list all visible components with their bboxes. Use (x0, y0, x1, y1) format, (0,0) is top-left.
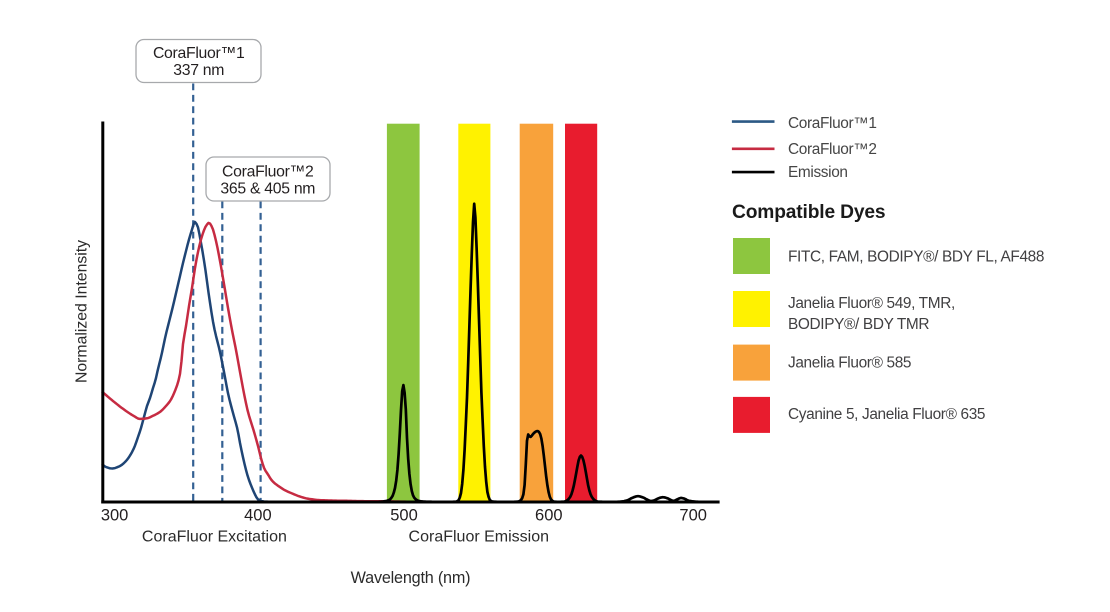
svg-text:Janelia Fluor® 585: Janelia Fluor® 585 (788, 355, 911, 372)
svg-text:CoraFluor Emission: CoraFluor Emission (409, 529, 549, 546)
svg-text:337 nm: 337 nm (173, 62, 224, 79)
svg-text:CoraFluor™1: CoraFluor™1 (153, 45, 245, 62)
svg-text:700: 700 (679, 507, 707, 525)
svg-text:CoraFluor Excitation: CoraFluor Excitation (142, 529, 287, 546)
svg-text:365 & 405 nm: 365 & 405 nm (220, 181, 315, 198)
svg-text:300: 300 (101, 507, 129, 525)
svg-text:400: 400 (244, 507, 272, 525)
svg-text:600: 600 (535, 507, 563, 525)
svg-text:CoraFluor™2: CoraFluor™2 (788, 141, 877, 158)
svg-text:Emission: Emission (788, 164, 848, 181)
svg-text:CoraFluor™2: CoraFluor™2 (222, 163, 314, 180)
svg-text:Janelia Fluor® 549, TMR,: Janelia Fluor® 549, TMR, (788, 295, 955, 312)
svg-text:500: 500 (390, 507, 418, 525)
svg-text:CoraFluor™1: CoraFluor™1 (788, 115, 877, 132)
svg-text:Normalized Intensity: Normalized Intensity (74, 240, 91, 383)
svg-text:Compatible Dyes: Compatible Dyes (732, 202, 885, 223)
svg-text:Wavelength (nm): Wavelength (nm) (351, 569, 471, 587)
svg-text:BODIPY®/ BDY TMR: BODIPY®/ BDY TMR (788, 316, 929, 333)
svg-text:Cyanine 5, Janelia Fluor® 635: Cyanine 5, Janelia Fluor® 635 (788, 406, 985, 423)
svg-text:FITC, FAM, BODIPY®/ BDY FL, AF: FITC, FAM, BODIPY®/ BDY FL, AF488 (788, 249, 1044, 266)
